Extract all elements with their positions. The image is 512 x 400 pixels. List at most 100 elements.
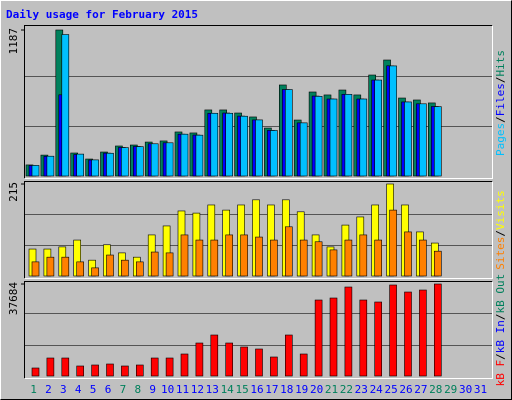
bar [299,122,308,177]
x-tick-label: 25 [384,383,397,396]
x-tick-label: 5 [90,383,97,396]
bar [284,89,293,177]
bar [136,364,144,377]
x-tick-label: 12 [191,383,204,396]
bar [419,239,427,277]
bar [329,98,338,177]
bar [329,249,338,277]
x-tick-label: 30 [459,383,472,396]
bar [121,365,129,377]
bar [210,239,219,277]
legend-entry: Visits [494,190,507,230]
bar [314,241,323,277]
legend-entry: Hits [494,50,507,77]
legend: Sites/Visits [494,190,507,270]
bar [91,159,99,177]
x-tick-label: 15 [235,383,248,396]
bar [165,252,174,277]
bar [210,334,219,377]
bar [284,334,293,377]
x-tick-label: 11 [176,383,189,396]
bar [270,130,278,177]
bar [106,363,114,377]
bar [91,364,99,377]
bar [344,239,353,277]
bar [46,256,55,277]
bar [106,152,114,177]
bar [165,357,174,377]
x-tick-label: 18 [280,383,293,396]
bar [121,259,129,277]
x-tick-label: 3 [60,383,67,396]
y-tick-label: 37684 [7,282,20,315]
bar [299,353,308,377]
bar [240,234,248,277]
bar [433,283,442,377]
bar [150,357,159,377]
bar [180,133,189,177]
bar [389,209,397,277]
x-tick-label: 8 [134,383,141,396]
bar [150,143,159,177]
bar [359,234,368,277]
bar [359,299,368,377]
x-tick-label: 22 [340,383,353,396]
x-tick-label: 20 [310,383,323,396]
x-tick-label: 23 [355,383,368,396]
legend-entry: kB F [494,360,507,387]
bar [61,357,70,377]
legend-separator: / [494,313,507,320]
x-tick-label: 29 [444,383,457,396]
legend-entry: Files [494,83,507,116]
bar [225,112,233,177]
legend-separator: / [494,353,507,360]
bar [76,261,84,277]
bar [419,103,427,177]
bar [31,261,40,277]
x-tick-label: 24 [370,383,384,396]
legend: kB F/kB In/kB Out [494,274,507,387]
x-tick-label: 16 [250,383,263,396]
bar [374,79,383,177]
bar [121,147,129,177]
bar [419,289,427,377]
bar [106,254,114,277]
legend-entry: kB Out [494,274,507,314]
bar [31,165,40,177]
x-tick-label: 2 [45,383,52,396]
legend-separator: / [494,116,507,123]
legend: Pages/Files/Hits [494,50,507,156]
bar [240,115,248,177]
bar [314,95,323,177]
x-tick-label: 21 [325,383,338,396]
bar [240,346,248,377]
bar [389,284,397,377]
bar [46,155,55,177]
x-tick-label: 26 [399,383,412,396]
bar [136,146,144,177]
x-tick-label: 17 [265,383,278,396]
x-tick-label: 7 [120,383,127,396]
bar [195,342,204,377]
legend-separator: / [494,230,507,237]
bar [180,234,189,277]
bar [76,365,84,377]
bar [210,112,219,177]
bar [165,142,174,177]
bar [270,239,278,277]
x-tick-label: 28 [429,383,442,396]
bar [255,348,263,377]
bar [270,356,278,377]
bar [374,239,383,277]
bar [433,106,442,177]
bar [314,299,323,377]
bar [329,297,338,377]
y-tick-label: 215 [7,182,20,202]
bar [359,98,368,177]
bar [404,231,412,277]
x-tick-label: 6 [105,383,112,396]
bar [255,236,263,277]
bar [404,291,412,377]
